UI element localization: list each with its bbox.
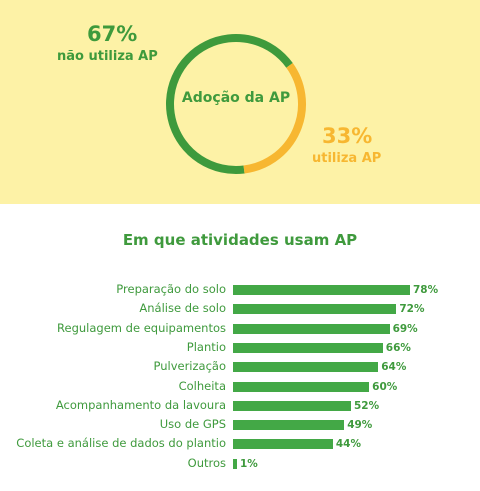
bar-value-label: 49% — [347, 419, 373, 432]
bar-row: Plantio 66% — [0, 339, 480, 358]
bar-row: Análise de solo 72% — [0, 300, 480, 319]
adoption-donut-chart — [166, 34, 306, 174]
bar-chart-title: Em que atividades usam AP — [122, 231, 358, 249]
bar-category-label: Análise de solo — [139, 301, 226, 316]
donut-center-label: Adoção da AP — [181, 90, 291, 106]
bar-category-label: Regulagem de equipamentos — [57, 320, 226, 335]
bar-value-label: 72% — [399, 303, 425, 316]
bar-value-label: 44% — [335, 438, 361, 451]
bar — [233, 304, 397, 315]
bar-value-label: 64% — [381, 361, 407, 374]
bar-category-label: Coleta e análise de dados do plantio — [16, 436, 226, 451]
bar-row: Preparação do solo 78% — [0, 281, 480, 300]
bar — [233, 381, 370, 392]
bar — [233, 342, 383, 353]
bar-category-label: Pulverização — [153, 359, 226, 374]
bar-row: Acompanhamento da lavoura 52% — [0, 397, 480, 416]
bar-row: Coleta e análise de dados do plantio 44% — [0, 435, 480, 454]
bar-value-label: 60% — [372, 380, 398, 393]
bar-category-label: Outros — [187, 455, 226, 470]
bar-row: Uso de GPS 49% — [0, 416, 480, 435]
bar-value-label: 78% — [413, 284, 439, 296]
bar — [233, 400, 351, 411]
utiliza-label: utiliza AP — [312, 151, 382, 166]
utiliza-percent: 33% — [322, 124, 373, 148]
bar-category-label: Preparação do solo — [116, 282, 226, 296]
bar-category-label: Acompanhamento da lavoura — [55, 397, 226, 412]
nao-utiliza-percent: 67% — [87, 22, 138, 46]
bar — [233, 420, 345, 431]
bar-category-label: Uso de GPS — [159, 417, 226, 432]
bar-value-label: 1% — [240, 457, 258, 470]
bar-value-label: 66% — [385, 341, 411, 354]
bar — [233, 439, 333, 450]
bar-row: Regulagem de equipamentos 69% — [0, 320, 480, 339]
bar-row: Colheita 60% — [0, 378, 480, 397]
adoption-panel: 67% não utiliza AP Adoção da AP 33% util… — [0, 0, 480, 204]
bar — [233, 323, 390, 334]
bar-value-label: 52% — [354, 399, 380, 412]
bar-category-label: Colheita — [178, 378, 226, 393]
donut-segment-sim — [243, 63, 306, 174]
bar-value-label: 69% — [392, 322, 418, 335]
bar-row: Outros 1% — [0, 455, 480, 474]
bar-row: Pulverização 64% — [0, 358, 480, 377]
donut-segment-nao — [166, 34, 293, 174]
bar — [233, 362, 379, 373]
nao-utiliza-label: não utiliza AP — [57, 49, 158, 64]
bar — [233, 458, 237, 469]
bar — [233, 285, 410, 295]
bar-category-label: Plantio — [186, 339, 226, 354]
